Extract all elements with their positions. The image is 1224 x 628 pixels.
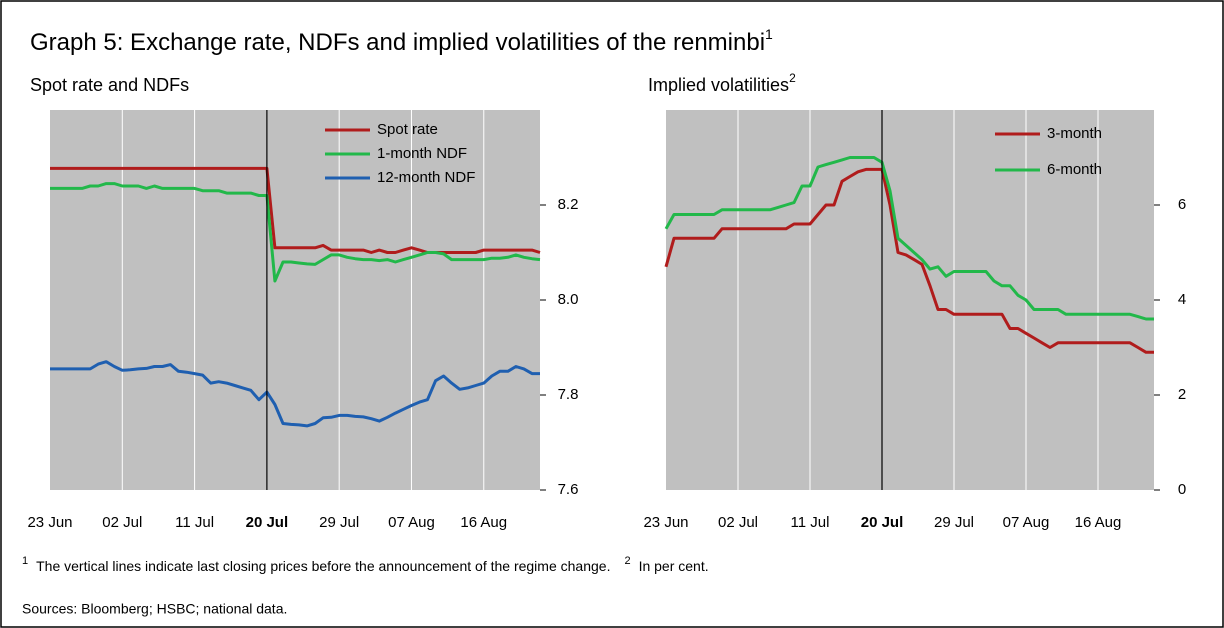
title-note: 1 <box>765 26 773 42</box>
subtitle-text: Implied volatilities <box>648 75 789 95</box>
y-tick-label: 8.2 <box>558 196 579 213</box>
sources: Sources: Bloomberg; HSBC; national data. <box>22 601 287 617</box>
series-line <box>50 182 541 283</box>
y-tick-label: 7.6 <box>558 481 579 498</box>
subtitle-note: 2 <box>789 71 796 85</box>
x-tick-label: 20 Jul <box>861 514 904 531</box>
series-line <box>664 156 1154 321</box>
footnote-text: In per cent. <box>639 558 709 574</box>
title-text: Graph 5: Exchange rate, NDFs and implied… <box>30 29 765 56</box>
footnote-mark: 2 <box>624 555 630 567</box>
x-tick-label: 29 Jul <box>319 514 359 531</box>
legend-label: 1-month NDF <box>377 145 467 162</box>
x-tick-label: 20 Jul <box>246 514 289 531</box>
x-tick-label: 16 Aug <box>1075 514 1122 531</box>
x-tick-label: 16 Aug <box>460 514 507 531</box>
legend-label: Spot rate <box>377 121 438 138</box>
x-tick-label: 07 Aug <box>1003 514 1050 531</box>
plot-area <box>50 110 540 490</box>
legend-label: 6-month <box>1047 161 1102 178</box>
y-tick-label: 4 <box>1178 291 1186 308</box>
panel-subtitle: Implied volatilities2 <box>648 71 796 95</box>
footnote-text: The vertical lines indicate last closing… <box>36 558 610 574</box>
y-tick-label: 7.8 <box>558 386 579 403</box>
figure-title: Graph 5: Exchange rate, NDFs and implied… <box>30 26 773 57</box>
series-line <box>50 166 541 254</box>
legend-label: 3-month <box>1047 125 1102 142</box>
y-tick-label: 0 <box>1178 481 1186 498</box>
x-tick-label: 11 Jul <box>175 514 214 531</box>
x-tick-label: 23 Jun <box>643 514 688 531</box>
plot-area <box>666 110 1154 490</box>
series-line <box>664 167 1154 354</box>
y-tick-label: 8.0 <box>558 291 579 308</box>
x-tick-label: 02 Jul <box>718 514 758 531</box>
series-line <box>50 360 540 428</box>
footnote: 1 The vertical lines indicate last closin… <box>22 555 709 574</box>
footnote-mark: 1 <box>22 555 28 567</box>
x-tick-label: 02 Jul <box>102 514 142 531</box>
y-tick-label: 2 <box>1178 386 1186 403</box>
legend-label: 12-month NDF <box>377 169 475 186</box>
x-tick-label: 07 Aug <box>388 514 435 531</box>
y-tick-label: 6 <box>1178 196 1186 213</box>
x-tick-label: 11 Jul <box>791 514 830 531</box>
panel-subtitle: Spot rate and NDFs <box>30 75 189 95</box>
x-tick-label: 23 Jun <box>27 514 72 531</box>
x-tick-label: 29 Jul <box>934 514 974 531</box>
